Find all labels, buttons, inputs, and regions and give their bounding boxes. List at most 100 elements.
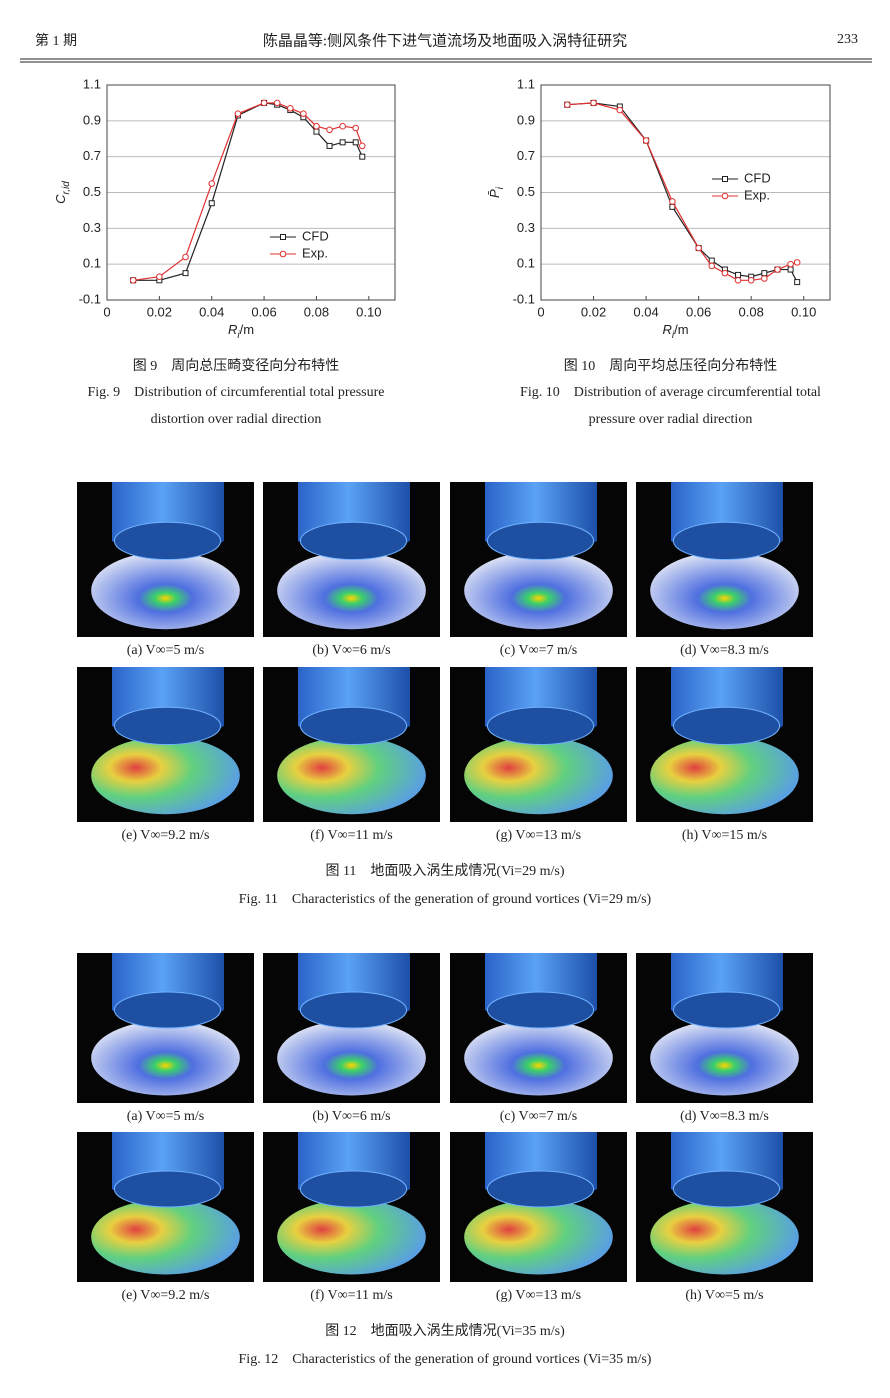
y-axis-label-part: r,id: [61, 181, 72, 195]
ground-plane: [650, 1199, 799, 1275]
panel-caption: (d) V∞=8.3 m/s: [680, 1109, 769, 1124]
plot-frame: [540, 84, 831, 301]
marker: [260, 99, 268, 107]
figure-caption-cn: 图 12 地面吸入涡生成情况(Vi=35 m/s): [325, 1323, 565, 1339]
x-tick-label: 0.08: [304, 304, 329, 319]
marker: [761, 270, 768, 277]
x-tick-label: 0.04: [633, 304, 658, 319]
caption-en: Fig. 9 Distribution of circumferential t…: [87, 385, 384, 400]
y-tick-label: 0.9: [517, 112, 535, 127]
x-axis-label: Ri/m: [662, 322, 688, 340]
marker: [286, 104, 294, 112]
x-tick-label: 0.06: [251, 304, 276, 319]
x-axis-label-part: i: [237, 330, 240, 341]
ground-plane: [91, 736, 240, 815]
y-tick-label: 0.7: [517, 148, 535, 163]
inlet: [486, 706, 595, 746]
panel-caption: (a) V∞=5 m/s: [127, 643, 205, 658]
marker: [234, 110, 242, 117]
plot-frame: [106, 84, 396, 301]
marker: [787, 260, 794, 268]
marker: [156, 273, 163, 281]
ground-plane: [464, 736, 613, 815]
x-axis-label-part: R: [662, 322, 671, 337]
ground-plane: [91, 1199, 240, 1275]
inlet: [113, 1170, 222, 1208]
inlet: [113, 521, 222, 561]
legend-marker: [722, 176, 728, 182]
y-tick-label: 0.1: [517, 256, 535, 271]
y-tick-label: 0.7: [83, 148, 101, 163]
legend-marker: [280, 234, 286, 240]
caption-cn: 图 10 周向平均总压径向分布特性: [564, 358, 778, 374]
inlet: [486, 991, 595, 1029]
marker: [734, 276, 742, 284]
marker: [590, 99, 597, 107]
x-axis-label-part: /m: [674, 322, 688, 337]
ground-plane: [464, 1199, 613, 1275]
x-tick-label: 0.08: [739, 304, 764, 319]
y-tick-label: -0.1: [79, 291, 101, 306]
marker: [642, 137, 650, 144]
x-tick-label: 0.02: [581, 304, 606, 319]
ground-plane: [650, 1020, 799, 1096]
ground-plane: [277, 1199, 426, 1275]
figure-caption-en: Fig. 12 Characteristics of the generatio…: [239, 1352, 652, 1367]
y-tick-label: 0.5: [83, 184, 101, 199]
panel-caption: (h) V∞=15 m/s: [682, 828, 767, 843]
x-axis-label-part: R: [228, 322, 237, 337]
inlet: [299, 706, 408, 746]
inlet: [672, 991, 781, 1029]
x-tick-label: 0: [537, 304, 544, 319]
panel-caption: (g) V∞=13 m/s: [496, 1288, 581, 1303]
x-axis-label: Ri/m: [228, 322, 254, 340]
x-axis-label-part: /m: [240, 322, 254, 337]
y-tick-label: 0.5: [517, 184, 535, 199]
marker: [326, 142, 333, 149]
marker: [794, 279, 801, 286]
marker: [300, 110, 307, 117]
marker: [359, 153, 366, 160]
marker: [182, 270, 189, 277]
marker: [313, 128, 320, 135]
panel-caption: (f) V∞=11 m/s: [310, 1288, 392, 1303]
y-axis-label: Cr,id: [53, 181, 71, 204]
marker: [616, 106, 624, 114]
ground-plane: [464, 1020, 613, 1096]
x-tick-label: 0: [103, 304, 110, 319]
marker: [182, 253, 189, 261]
marker: [352, 124, 360, 132]
y-axis-label-part: i: [495, 186, 506, 189]
marker: [358, 142, 366, 150]
marker: [708, 262, 716, 270]
panel-caption: (e) V∞=9.2 m/s: [122, 828, 210, 843]
marker: [273, 99, 281, 107]
panel-caption: (c) V∞=7 m/s: [500, 643, 578, 658]
ground-plane: [277, 1020, 426, 1096]
panel-caption: (b) V∞=6 m/s: [312, 643, 390, 658]
inlet: [113, 706, 222, 746]
marker: [339, 139, 346, 146]
inlet: [113, 991, 222, 1029]
x-axis-label-part: i: [672, 330, 675, 341]
marker: [339, 122, 346, 130]
marker: [787, 266, 794, 273]
panel-caption: (h) V∞=5 m/s: [685, 1288, 763, 1303]
panel-caption: (f) V∞=11 m/s: [310, 828, 392, 843]
inlet: [672, 706, 781, 746]
inlet: [672, 521, 781, 561]
marker: [708, 257, 715, 264]
y-tick-label: 0.9: [83, 112, 101, 127]
inlet: [672, 1170, 781, 1208]
legend-label: Exp.: [302, 245, 328, 260]
page-number: 233: [837, 32, 858, 47]
ground-plane: [464, 551, 613, 630]
caption-en: distortion over radial direction: [151, 412, 322, 427]
x-tick-label: 0.10: [356, 304, 381, 319]
legend-marker: [279, 250, 287, 258]
ground-plane: [277, 736, 426, 815]
y-axis-label: P̄i: [487, 186, 505, 198]
marker: [761, 275, 768, 282]
x-tick-label: 0.10: [791, 304, 816, 319]
